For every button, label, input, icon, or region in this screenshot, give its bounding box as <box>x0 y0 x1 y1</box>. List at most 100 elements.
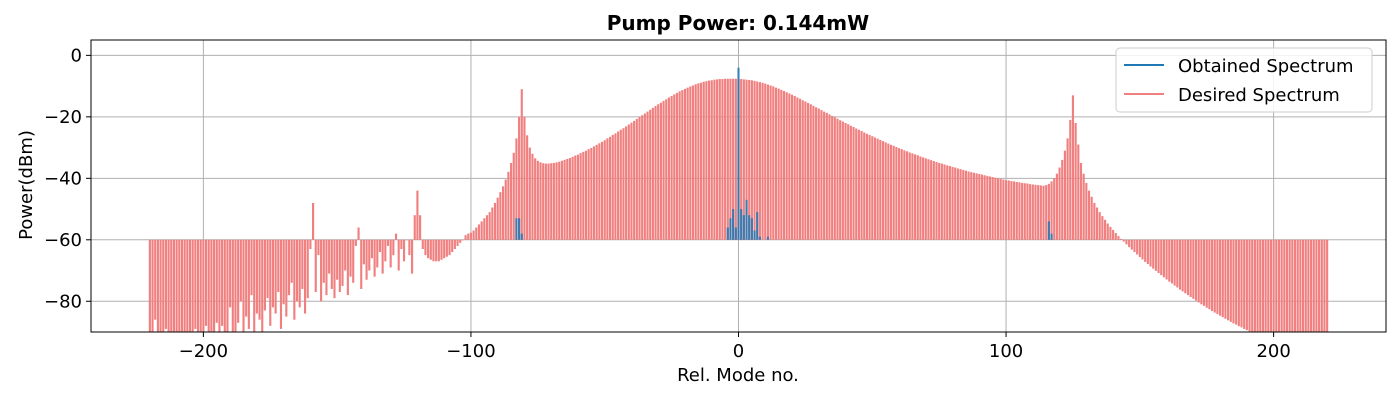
bar <box>780 89 783 240</box>
bar <box>210 239 213 332</box>
bar <box>1245 239 1248 331</box>
bar <box>1029 184 1032 240</box>
bar <box>1280 239 1283 332</box>
bar <box>737 67 740 240</box>
bar <box>504 179 507 240</box>
bar <box>194 239 197 329</box>
bar <box>603 140 606 240</box>
bar <box>378 239 382 253</box>
bar <box>253 239 256 332</box>
y-tick-label: −60 <box>44 230 82 251</box>
bar <box>338 239 341 293</box>
bar <box>734 227 737 240</box>
bar <box>964 170 967 240</box>
bar <box>1240 239 1243 328</box>
bar <box>354 239 357 246</box>
bar <box>713 79 716 240</box>
bar <box>871 136 874 240</box>
bar <box>657 104 660 240</box>
bar <box>748 79 751 240</box>
bar <box>627 124 630 240</box>
bar <box>1202 239 1206 306</box>
bar <box>782 91 786 240</box>
bar <box>1256 239 1259 332</box>
bar <box>745 79 748 240</box>
bar <box>1079 162 1083 240</box>
bar <box>584 150 588 240</box>
bar <box>758 82 761 240</box>
bar <box>710 80 713 240</box>
bar <box>443 239 446 259</box>
bar <box>239 239 242 302</box>
bar <box>376 239 379 268</box>
bar <box>694 84 697 240</box>
bar <box>413 215 416 240</box>
bar <box>606 138 609 240</box>
bar <box>865 133 868 240</box>
bar <box>571 156 574 240</box>
bar <box>183 239 186 332</box>
bar <box>389 239 392 268</box>
bar <box>271 239 275 308</box>
bar <box>753 230 756 240</box>
bar <box>975 173 978 240</box>
bar <box>873 137 877 240</box>
bar <box>914 154 917 240</box>
bar <box>847 124 850 240</box>
bar <box>756 81 759 240</box>
bar <box>1063 150 1066 240</box>
bar <box>491 207 494 240</box>
y-axis-label: Power(dBm) <box>16 130 37 240</box>
bar <box>820 110 823 240</box>
bar <box>330 239 333 289</box>
bar <box>996 178 1000 240</box>
bar <box>1071 95 1075 240</box>
bar <box>539 162 542 240</box>
bar <box>638 117 641 240</box>
bar <box>1069 119 1072 240</box>
bar <box>716 79 719 240</box>
bar <box>357 227 360 240</box>
bar <box>461 239 464 241</box>
bar <box>748 215 751 240</box>
bar <box>574 155 577 240</box>
bar <box>879 139 882 240</box>
bar <box>547 163 550 240</box>
bar <box>1261 239 1264 332</box>
bar <box>467 233 470 240</box>
bar <box>970 172 973 240</box>
bar <box>1109 226 1112 240</box>
bar <box>622 128 625 240</box>
bar <box>855 128 858 240</box>
bar <box>266 239 269 299</box>
bar <box>689 86 692 240</box>
bar <box>662 100 665 240</box>
bar <box>1061 159 1064 240</box>
bar <box>1208 239 1211 310</box>
bar <box>764 83 767 240</box>
bar <box>178 239 181 332</box>
bar <box>384 239 387 262</box>
bar <box>1181 239 1184 292</box>
bar <box>552 162 555 240</box>
bar <box>742 215 745 240</box>
bar <box>204 239 208 326</box>
bar <box>1162 239 1165 278</box>
bar <box>678 91 681 240</box>
bar <box>681 90 684 240</box>
bar <box>1037 185 1040 240</box>
bar <box>940 163 943 240</box>
legend-label-obtained: Obtained Spectrum <box>1178 56 1354 77</box>
bar <box>493 202 497 240</box>
bar <box>582 151 585 240</box>
y-tick-label: −20 <box>44 107 82 128</box>
bar <box>250 239 253 296</box>
bar <box>758 236 761 240</box>
bar <box>686 87 689 240</box>
bar <box>1310 239 1313 332</box>
bar <box>202 239 205 332</box>
bar <box>825 112 828 240</box>
y-axis-ticks: 0 −20 −40 −60 −80 <box>44 45 91 312</box>
bar <box>1259 239 1262 332</box>
